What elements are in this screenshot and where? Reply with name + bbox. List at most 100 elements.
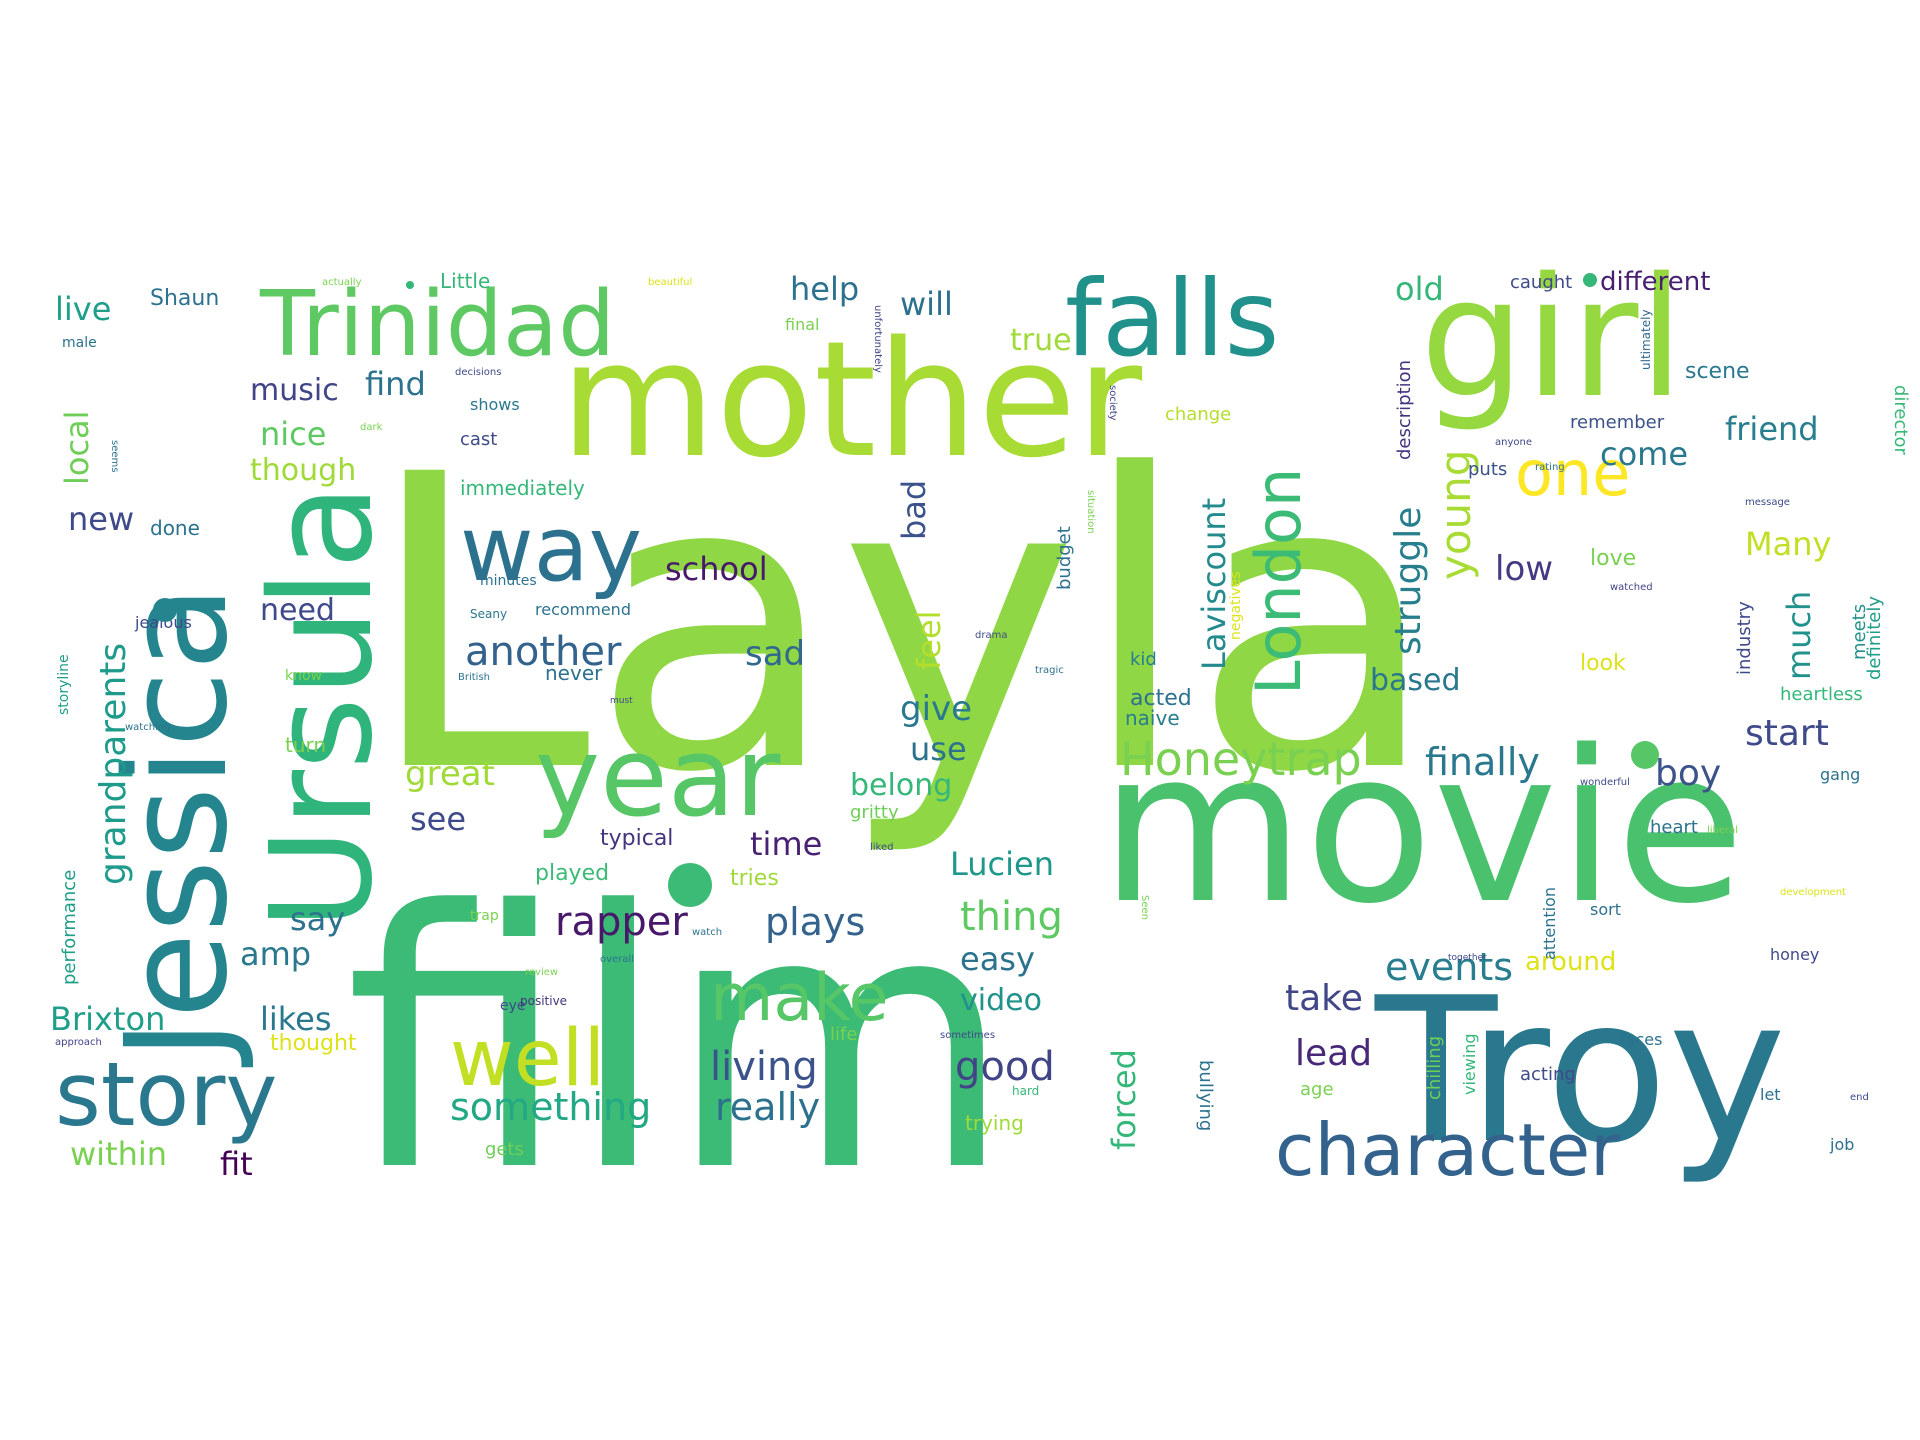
word-need: need	[260, 593, 335, 628]
word-honeytrap: Honeytrap	[1120, 732, 1362, 786]
word-grandparents: grandparents	[93, 643, 134, 885]
word-gets: gets	[485, 1139, 524, 1160]
word-dark: dark	[360, 422, 383, 433]
word-message: message	[1745, 497, 1790, 508]
dot-mark	[153, 598, 177, 622]
word-acted: acted	[1130, 686, 1192, 711]
word-sad: sad	[745, 634, 805, 674]
word-story: story	[55, 1043, 277, 1146]
word-typical: typical	[600, 826, 673, 851]
word-positive: positive	[520, 994, 567, 1008]
dot-mark	[406, 281, 414, 289]
word-events: events	[1385, 945, 1513, 989]
word-ursula: Ursula	[241, 484, 404, 930]
word-fit: fit	[220, 1145, 253, 1183]
word-age: age	[1300, 1079, 1334, 1100]
word-lucien: Lucien	[950, 845, 1054, 883]
word-rating: rating	[1535, 462, 1565, 473]
word-attention: attention	[1540, 887, 1559, 960]
word-meets: meets	[1849, 604, 1870, 660]
word-faces: faces	[1620, 1030, 1662, 1049]
word-thought: thought	[270, 1031, 357, 1056]
word-boy: boy	[1655, 753, 1721, 794]
word-something: something	[450, 1085, 651, 1129]
word-decisions: decisions	[455, 367, 501, 378]
word-heart: heart	[1650, 817, 1698, 838]
word-situation: situation	[1085, 490, 1096, 534]
word-year: year	[535, 713, 781, 841]
word-thing: thing	[960, 894, 1063, 940]
word-played: played	[535, 861, 609, 886]
word-old: old	[1395, 270, 1444, 308]
word-give: give	[900, 689, 972, 729]
word-video: video	[960, 983, 1042, 1018]
word-definitely: definitely	[1864, 596, 1885, 680]
word-trap: trap	[470, 908, 499, 924]
word-viewing: viewing	[1460, 1033, 1479, 1095]
word-bad: bad	[895, 480, 933, 540]
word-honey: honey	[1770, 945, 1819, 964]
word-plays: plays	[765, 900, 865, 944]
word-anyone: anyone	[1495, 437, 1532, 448]
word-unfortunately: unfortunately	[872, 305, 883, 373]
word-though: though	[250, 453, 356, 488]
word-scene: scene	[1685, 359, 1750, 384]
dot-mark	[668, 863, 712, 907]
word-finally: finally	[1425, 740, 1540, 784]
word-tragic: tragic	[1035, 665, 1064, 676]
word-low: low	[1495, 549, 1553, 589]
word-trying: trying	[965, 1111, 1024, 1135]
word-performance: performance	[59, 870, 80, 985]
word-struggle: struggle	[1388, 507, 1429, 655]
word-watch: watch	[692, 927, 722, 938]
word-find: find	[365, 365, 426, 403]
word-cast: cast	[460, 429, 497, 450]
word-see: see	[410, 800, 466, 838]
word-around: around	[1525, 947, 1616, 977]
word-sort: sort	[1590, 900, 1621, 919]
word-look: look	[1580, 651, 1626, 676]
word-male: male	[62, 335, 97, 351]
word-review: review	[525, 967, 558, 978]
word-never: never	[545, 661, 603, 685]
word-within: within	[70, 1135, 167, 1173]
word-acting: acting	[1520, 1064, 1576, 1085]
word-school: school	[665, 550, 768, 588]
word-likes: likes	[260, 1000, 332, 1038]
word-gang: gang	[1820, 765, 1860, 784]
word-puts: puts	[1468, 459, 1507, 480]
word-belong: belong	[850, 768, 952, 803]
word-true: true	[1010, 323, 1072, 358]
word-director: director	[1890, 385, 1911, 455]
word-laviscount: Laviscount	[1195, 498, 1233, 670]
word-little: Little	[440, 269, 490, 293]
word-actually: actually	[322, 277, 362, 288]
word-development: development	[1780, 887, 1846, 898]
word-well: well	[450, 1014, 605, 1104]
word-much: much	[1780, 591, 1818, 680]
word-seany: Seany	[470, 607, 507, 621]
word-jessica: Jessica	[96, 585, 259, 1068]
word-living: living	[710, 1044, 818, 1090]
word-forced: forced	[1105, 1049, 1143, 1150]
word-live: live	[55, 290, 111, 328]
word-kid: kid	[1130, 649, 1157, 670]
word-character: character	[1275, 1108, 1620, 1192]
word-troy: Troy	[1374, 955, 1786, 1188]
dot-mark	[1583, 273, 1597, 287]
word-trinidad: Trinidad	[259, 272, 615, 377]
word-love: love	[1590, 546, 1636, 571]
word-different: different	[1600, 267, 1710, 297]
word-ultimately: ultimately	[1639, 309, 1653, 370]
word-beautiful: beautiful	[648, 277, 692, 288]
word-another: another	[465, 629, 622, 675]
word-help: help	[790, 270, 859, 308]
word-easy: easy	[960, 940, 1035, 978]
word-jealous: jealous	[134, 613, 192, 632]
word-seems: seems	[109, 440, 120, 472]
word-society: society	[1107, 385, 1118, 421]
word-liberal: liberal	[1707, 825, 1738, 836]
word-say: say	[290, 900, 345, 938]
word-come: come	[1600, 435, 1688, 473]
word-heartless: heartless	[1780, 684, 1863, 705]
